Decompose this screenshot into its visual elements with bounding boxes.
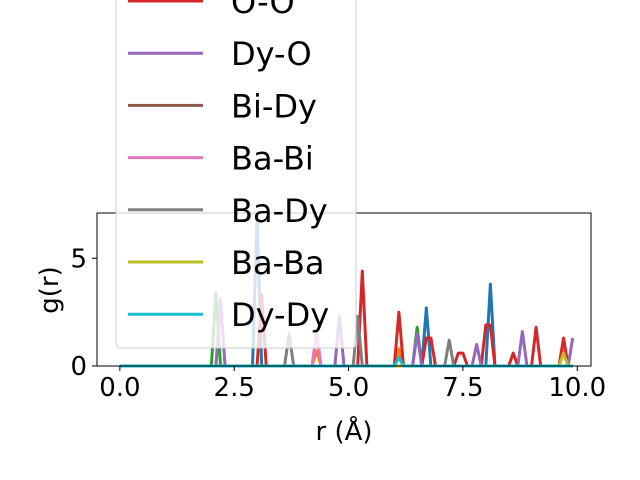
legend-items: O-O Dy-O Bi-Dy Ba-Bi Ba-Dy Ba-Ba Dy-Dy	[128, 0, 329, 334]
x-tick-label: 0.0	[99, 373, 140, 403]
legend-label-o-o: O-O	[231, 0, 295, 21]
legend-label-ba-ba: Ba-Ba	[231, 244, 325, 282]
legend: O-O Dy-O Bi-Dy Ba-Bi Ba-Dy Ba-Ba Dy-Dy	[115, 0, 357, 349]
x-tick-label: 2.5	[214, 373, 255, 403]
y-axis-ticks: 05	[70, 244, 97, 382]
legend-label-ba-bi: Ba-Bi	[231, 140, 314, 178]
y-tick-label: 5	[70, 244, 87, 274]
legend-label-dy-dy: Dy-Dy	[231, 296, 329, 334]
x-axis-label: r (Å)	[315, 415, 372, 447]
x-tick-label: 5.0	[328, 373, 369, 403]
legend-label-dy-o: Dy-O	[231, 35, 312, 73]
x-axis-ticks: 0.0 2.5 5.0 7.5 10.0	[99, 366, 606, 403]
legend-label-bi-dy: Bi-Dy	[231, 87, 317, 125]
y-axis-label: g(r)	[35, 266, 65, 313]
legend-label-ba-dy: Ba-Dy	[231, 192, 328, 230]
x-tick-label: 7.5	[442, 373, 483, 403]
y-tick-label: 0	[70, 352, 87, 382]
x-tick-label: 10.0	[548, 373, 606, 403]
